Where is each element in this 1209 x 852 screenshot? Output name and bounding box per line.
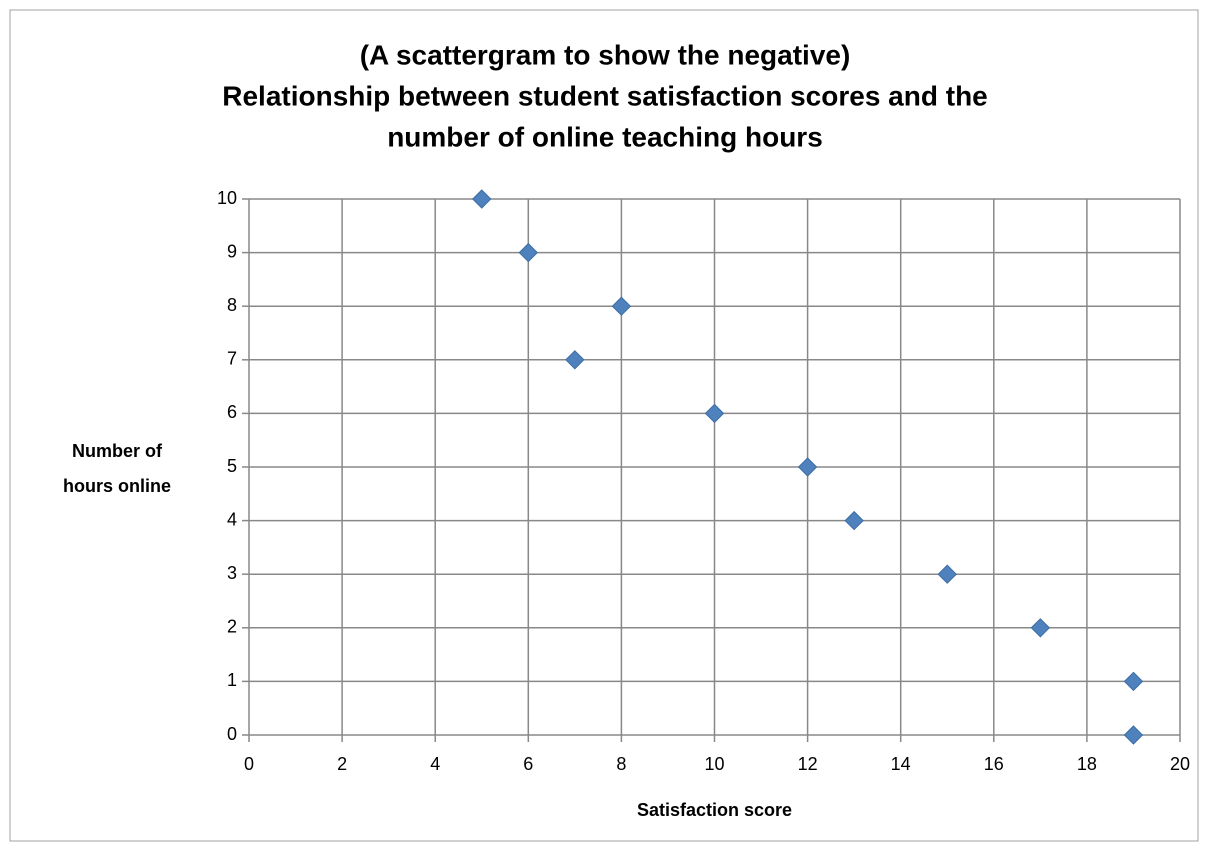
y-tick-label: 8 (227, 295, 237, 315)
y-axis-title: hours online (63, 476, 171, 496)
y-tick-label: 2 (227, 617, 237, 637)
x-tick-label: 2 (337, 754, 347, 774)
x-tick-label: 8 (616, 754, 626, 774)
point (472, 189, 492, 209)
x-tick-label: 16 (984, 754, 1004, 774)
y-tick-label: 1 (227, 670, 237, 690)
y-tick-label: 10 (217, 188, 237, 208)
y-tick-label: 6 (227, 402, 237, 422)
y-tick-label: 9 (227, 241, 237, 261)
chart-frame (9, 9, 1199, 842)
chart-title: (A scattergram to show the negative) (360, 39, 851, 70)
point (565, 350, 585, 370)
point (611, 296, 632, 316)
x-tick-label: 12 (798, 754, 818, 774)
point (937, 564, 957, 584)
point (1030, 618, 1051, 638)
x-tick-label: 14 (891, 754, 911, 774)
chart-title: number of online teaching hours (387, 121, 823, 152)
y-tick-label: 3 (227, 563, 237, 583)
chart-title: Relationship between student satisfactio… (222, 80, 988, 111)
y-tick-label: 5 (227, 456, 237, 476)
point (1123, 725, 1144, 745)
y-tick-label: 7 (227, 349, 237, 369)
point (797, 457, 818, 477)
x-tick-label: 0 (244, 754, 254, 774)
x-axis-title: Satisfaction score (637, 800, 792, 820)
x-tick-label: 4 (430, 754, 440, 774)
x-tick-label: 10 (704, 754, 724, 774)
point (1123, 671, 1144, 692)
point (844, 510, 864, 531)
x-tick-label: 18 (1077, 754, 1097, 774)
y-tick-label: 0 (227, 724, 237, 744)
point (704, 403, 725, 424)
y-tick-label: 4 (227, 509, 237, 529)
x-tick-label: 6 (523, 754, 533, 774)
point (518, 242, 539, 263)
y-axis-title: Number of (72, 441, 163, 461)
x-tick-label: 20 (1170, 754, 1190, 774)
